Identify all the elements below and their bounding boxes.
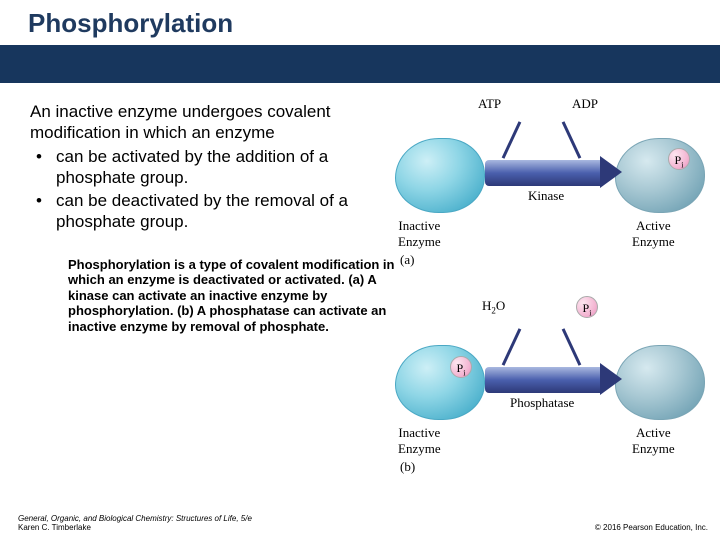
inactive-enzyme-a: [395, 138, 485, 213]
slide-footer: General, Organic, and Biological Chemist…: [18, 514, 708, 532]
branch-h2o: [502, 328, 522, 366]
panel-a-letter: (a): [400, 252, 414, 268]
arrow-head-b: [600, 363, 622, 395]
active-enzyme-b: [615, 345, 705, 420]
inactive-label-b: Inactive Enzyme: [398, 425, 441, 457]
bullet-list: can be activated by the addition of a ph…: [30, 146, 390, 233]
reaction-arrow-a: [485, 160, 605, 186]
h2o-label: H2O: [482, 298, 505, 316]
intro-text: An inactive enzyme undergoes covalent mo…: [30, 101, 390, 144]
active-label-a: Active Enzyme: [632, 218, 675, 250]
arrow-head-a: [600, 156, 622, 188]
pi-molecule-a: Pi: [668, 148, 690, 170]
bullet-item: can be deactivated by the removal of a p…: [30, 190, 390, 233]
atp-label: ATP: [478, 96, 501, 112]
active-enzyme-a: [615, 138, 705, 213]
adp-label: ADP: [572, 96, 598, 112]
bullet-item: can be activated by the addition of a ph…: [30, 146, 390, 189]
branch-atp: [502, 121, 522, 159]
phosphatase-label: Phosphatase: [510, 395, 574, 411]
phosphorylation-diagram: ATP ADP Kinase Pi Inactive Enzyme Active…: [400, 90, 710, 480]
branch-pi: [562, 328, 582, 366]
kinase-label: Kinase: [528, 188, 564, 204]
author-name: Karen C. Timberlake: [18, 523, 91, 532]
copyright-text: © 2016 Pearson Education, Inc.: [595, 523, 708, 532]
header-band: [0, 45, 720, 83]
inactive-enzyme-b: [395, 345, 485, 420]
page-title: Phosphorylation: [28, 8, 720, 39]
reaction-arrow-b: [485, 367, 605, 393]
panel-b-letter: (b): [400, 459, 415, 475]
branch-adp: [562, 121, 582, 159]
active-label-b: Active Enzyme: [632, 425, 675, 457]
figure-caption: Phosphorylation is a type of covalent mo…: [68, 257, 398, 335]
pi-molecule-b-top: Pi: [576, 296, 598, 318]
book-title: General, Organic, and Biological Chemist…: [18, 514, 252, 523]
inactive-label-a: Inactive Enzyme: [398, 218, 441, 250]
pi-molecule-b-left: Pi: [450, 356, 472, 378]
